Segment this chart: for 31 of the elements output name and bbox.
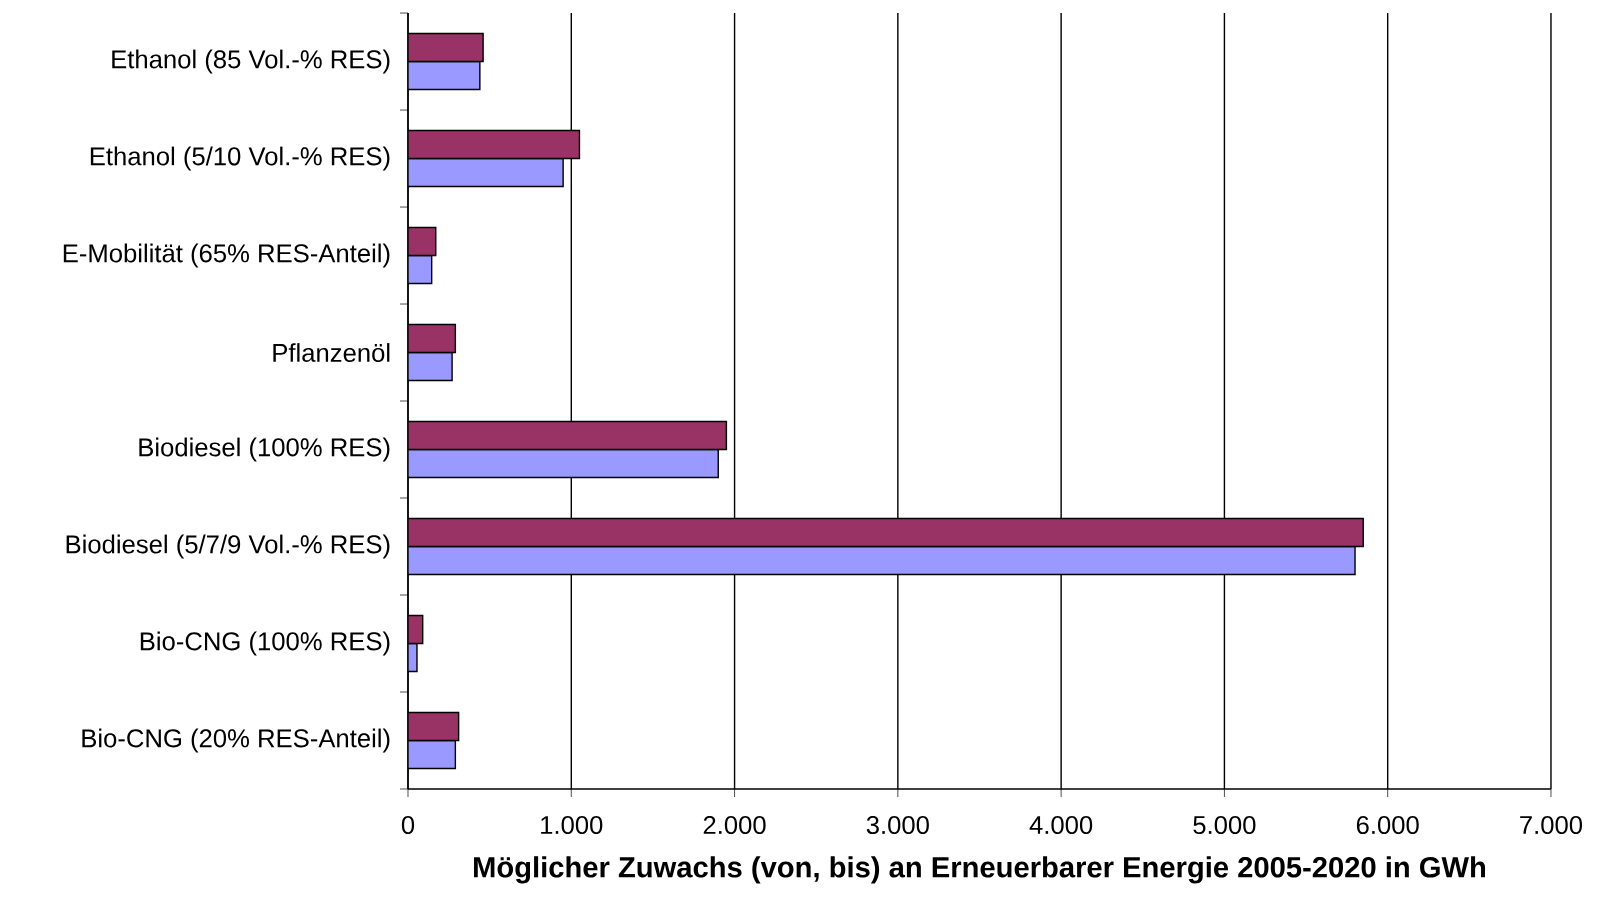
bar: [408, 226, 437, 257]
bar: [408, 32, 484, 63]
x-tick-label: 2.000: [703, 815, 766, 835]
x-tick-label: 5.000: [1193, 815, 1256, 835]
bar: [408, 711, 460, 742]
x-axis-title: Möglicher Zuwachs (von, bis) an Erneuerbarer Energie 2005-2020 in GWh: [474, 856, 1486, 884]
y-tick-label: Bio-CNG (100% RES): [140, 631, 390, 656]
y-tick-label: Ethanol (5/10 Vol.-% RES): [90, 146, 390, 171]
bar: [408, 517, 1364, 548]
bar: [408, 254, 433, 285]
y-tick-label: Biodiesel (5/7/9 Vol.-% RES): [66, 534, 390, 559]
bar: [408, 420, 728, 451]
y-tick-label: Biodiesel (100% RES): [139, 437, 390, 462]
x-tick-label: 4.000: [1029, 815, 1093, 835]
y-tick-label: E-Mobilität (65% RES-Anteil): [63, 243, 390, 268]
bar: [408, 157, 564, 188]
bar: [408, 60, 481, 91]
bar: [408, 129, 581, 160]
y-tick-label: Pflanzenöl: [273, 343, 390, 362]
bar: [408, 739, 457, 770]
x-tick-label: 6.000: [1356, 815, 1419, 835]
y-tick-label: Bio-CNG (20% RES-Anteil): [82, 728, 390, 753]
bar: [408, 351, 453, 382]
x-tick-label: 7.000: [1520, 815, 1583, 835]
bar: [408, 545, 1356, 576]
y-tick-label: Ethanol (85 Vol.-% RES): [112, 49, 390, 74]
x-tick-label: 0: [401, 815, 415, 835]
x-tick-label: 1.000: [541, 815, 603, 835]
bar: [408, 448, 719, 479]
bar: [408, 323, 457, 354]
x-tick-label: 3.000: [866, 815, 929, 835]
